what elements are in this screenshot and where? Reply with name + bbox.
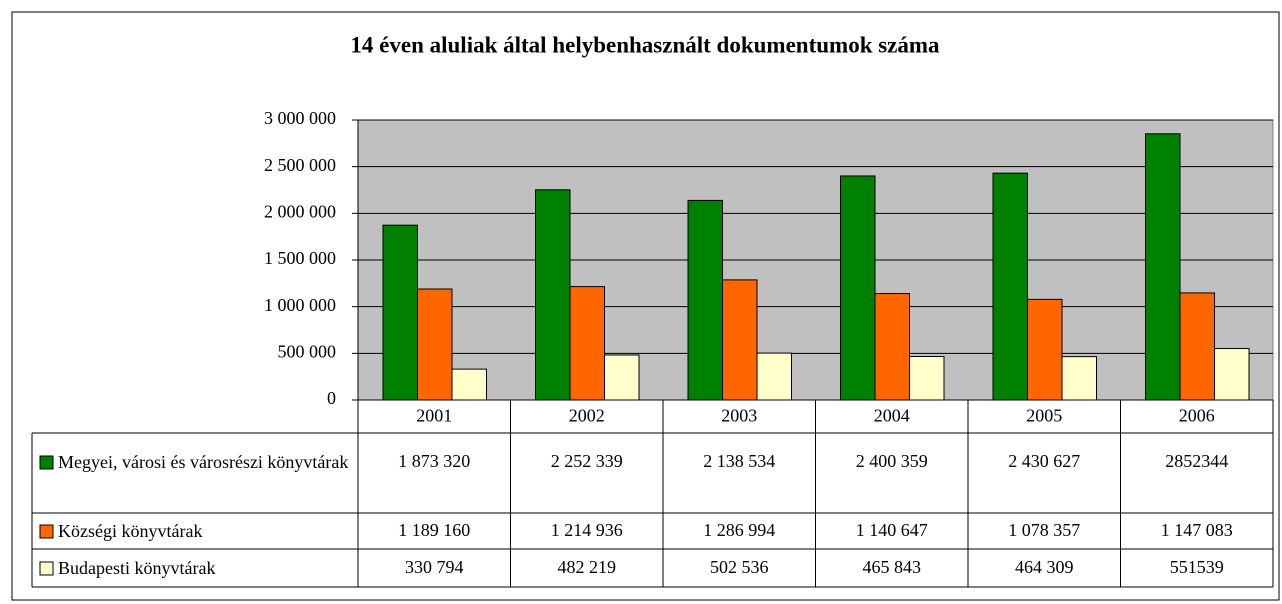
x-tick-label: 2005 <box>1026 406 1062 426</box>
legend-label: Budapesti könyvtárak <box>58 558 216 578</box>
y-tick-label: 0 <box>327 388 336 408</box>
bar <box>722 279 758 401</box>
data-label: 1 873 320 <box>398 451 470 471</box>
y-tick-label: 2 000 000 <box>264 201 336 221</box>
bar <box>756 352 792 401</box>
data-label: 2852344 <box>1165 451 1228 471</box>
bar <box>874 293 910 401</box>
x-tick-label: 2006 <box>1179 406 1215 426</box>
data-label: 1 286 994 <box>703 520 775 540</box>
bar <box>687 199 723 401</box>
bar <box>840 175 876 401</box>
bar <box>909 356 945 401</box>
legend-label: Községi könyvtárak <box>58 521 203 541</box>
y-tick-label: 500 000 <box>278 341 337 361</box>
bar <box>451 368 487 401</box>
x-tick-label: 2001 <box>416 406 452 426</box>
data-label: 1 214 936 <box>551 520 623 540</box>
data-label: 330 794 <box>405 557 464 577</box>
data-label: 2 252 339 <box>551 451 623 471</box>
bar <box>417 288 453 401</box>
y-tick-label: 1 500 000 <box>264 248 336 268</box>
bar <box>1214 348 1250 401</box>
data-label: 2 430 627 <box>1008 451 1080 471</box>
bar <box>569 286 605 401</box>
bar <box>1061 356 1097 401</box>
y-tick-label: 3 000 000 <box>264 108 336 128</box>
data-label: 2 138 534 <box>703 451 775 471</box>
data-label: 482 219 <box>558 557 617 577</box>
legend-swatch <box>39 524 54 539</box>
data-label: 465 843 <box>863 557 922 577</box>
bar <box>382 224 418 401</box>
y-tick-label: 1 000 000 <box>264 295 336 315</box>
bar <box>1027 298 1063 401</box>
bar <box>1145 133 1181 401</box>
bar <box>992 172 1028 401</box>
data-label: 1 147 083 <box>1161 520 1233 540</box>
chart-title: 14 éven aluliak által helybenhasznált do… <box>350 32 940 57</box>
legend-label: Megyei, városi és városrészi könyvtárak <box>58 452 349 472</box>
legend-item: Megyei, városi és városrészi könyvtárak <box>58 452 349 472</box>
x-tick-label: 2002 <box>569 406 605 426</box>
legend-item: Budapesti könyvtárak <box>58 558 216 578</box>
data-label: 551539 <box>1170 557 1224 577</box>
legend-swatch <box>39 561 54 576</box>
x-tick-label: 2004 <box>874 406 910 426</box>
data-label: 464 309 <box>1015 557 1074 577</box>
bar <box>1179 292 1215 401</box>
data-label: 1 140 647 <box>856 520 928 540</box>
bar <box>535 189 571 401</box>
data-label: 502 536 <box>710 557 769 577</box>
y-tick-label: 2 500 000 <box>264 155 336 175</box>
legend-swatch <box>39 455 54 470</box>
legend-item: Községi könyvtárak <box>58 521 203 541</box>
data-label: 1 078 357 <box>1008 520 1080 540</box>
data-label: 2 400 359 <box>856 451 928 471</box>
bar <box>604 354 640 401</box>
x-tick-label: 2003 <box>721 406 757 426</box>
data-label: 1 189 160 <box>398 520 470 540</box>
